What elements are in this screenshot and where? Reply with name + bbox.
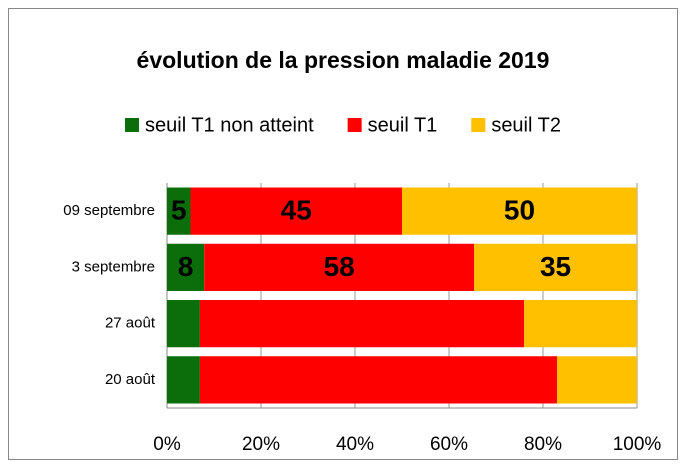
bar-segment xyxy=(557,356,637,404)
legend-swatch xyxy=(125,118,140,132)
bar-segment xyxy=(167,187,191,235)
data-label: 50 xyxy=(504,195,535,226)
bar-segment xyxy=(474,243,637,291)
legend-swatch xyxy=(471,118,486,132)
x-tick-label: 40% xyxy=(336,434,374,455)
x-tick-label: 0% xyxy=(153,434,181,455)
x-tick-label: 80% xyxy=(524,434,562,455)
bar-segment xyxy=(199,300,525,348)
data-label: 45 xyxy=(281,195,312,226)
x-tick-label: 100% xyxy=(613,434,662,455)
x-tick-label: 60% xyxy=(430,434,468,455)
bar-segment xyxy=(199,356,558,404)
data-label: 58 xyxy=(324,251,355,282)
legend-label: seuil T2 xyxy=(491,114,561,136)
bar-segment xyxy=(524,300,637,348)
bar-segment xyxy=(402,187,637,235)
data-label: 5 xyxy=(171,195,187,226)
bar-segment xyxy=(190,187,402,235)
data-label: 35 xyxy=(540,251,571,282)
legend-label: seuil T1 non atteint xyxy=(145,114,314,136)
bar-segment xyxy=(167,243,205,291)
legend-swatch xyxy=(347,118,362,132)
chart-title: évolution de la pression maladie 2019 xyxy=(137,47,550,73)
bar-segment xyxy=(167,300,200,348)
x-tick-label: 20% xyxy=(242,434,280,455)
data-label: 8 xyxy=(178,251,194,282)
y-tick-label: 09 septembre xyxy=(63,202,155,219)
legend-label: seuil T1 xyxy=(368,114,438,136)
bar-segment xyxy=(204,243,475,291)
y-tick-label: 3 septembre xyxy=(72,258,155,275)
bar-segment xyxy=(167,356,200,404)
y-tick-label: 27 août xyxy=(105,315,156,332)
y-tick-label: 20 août xyxy=(105,371,156,388)
